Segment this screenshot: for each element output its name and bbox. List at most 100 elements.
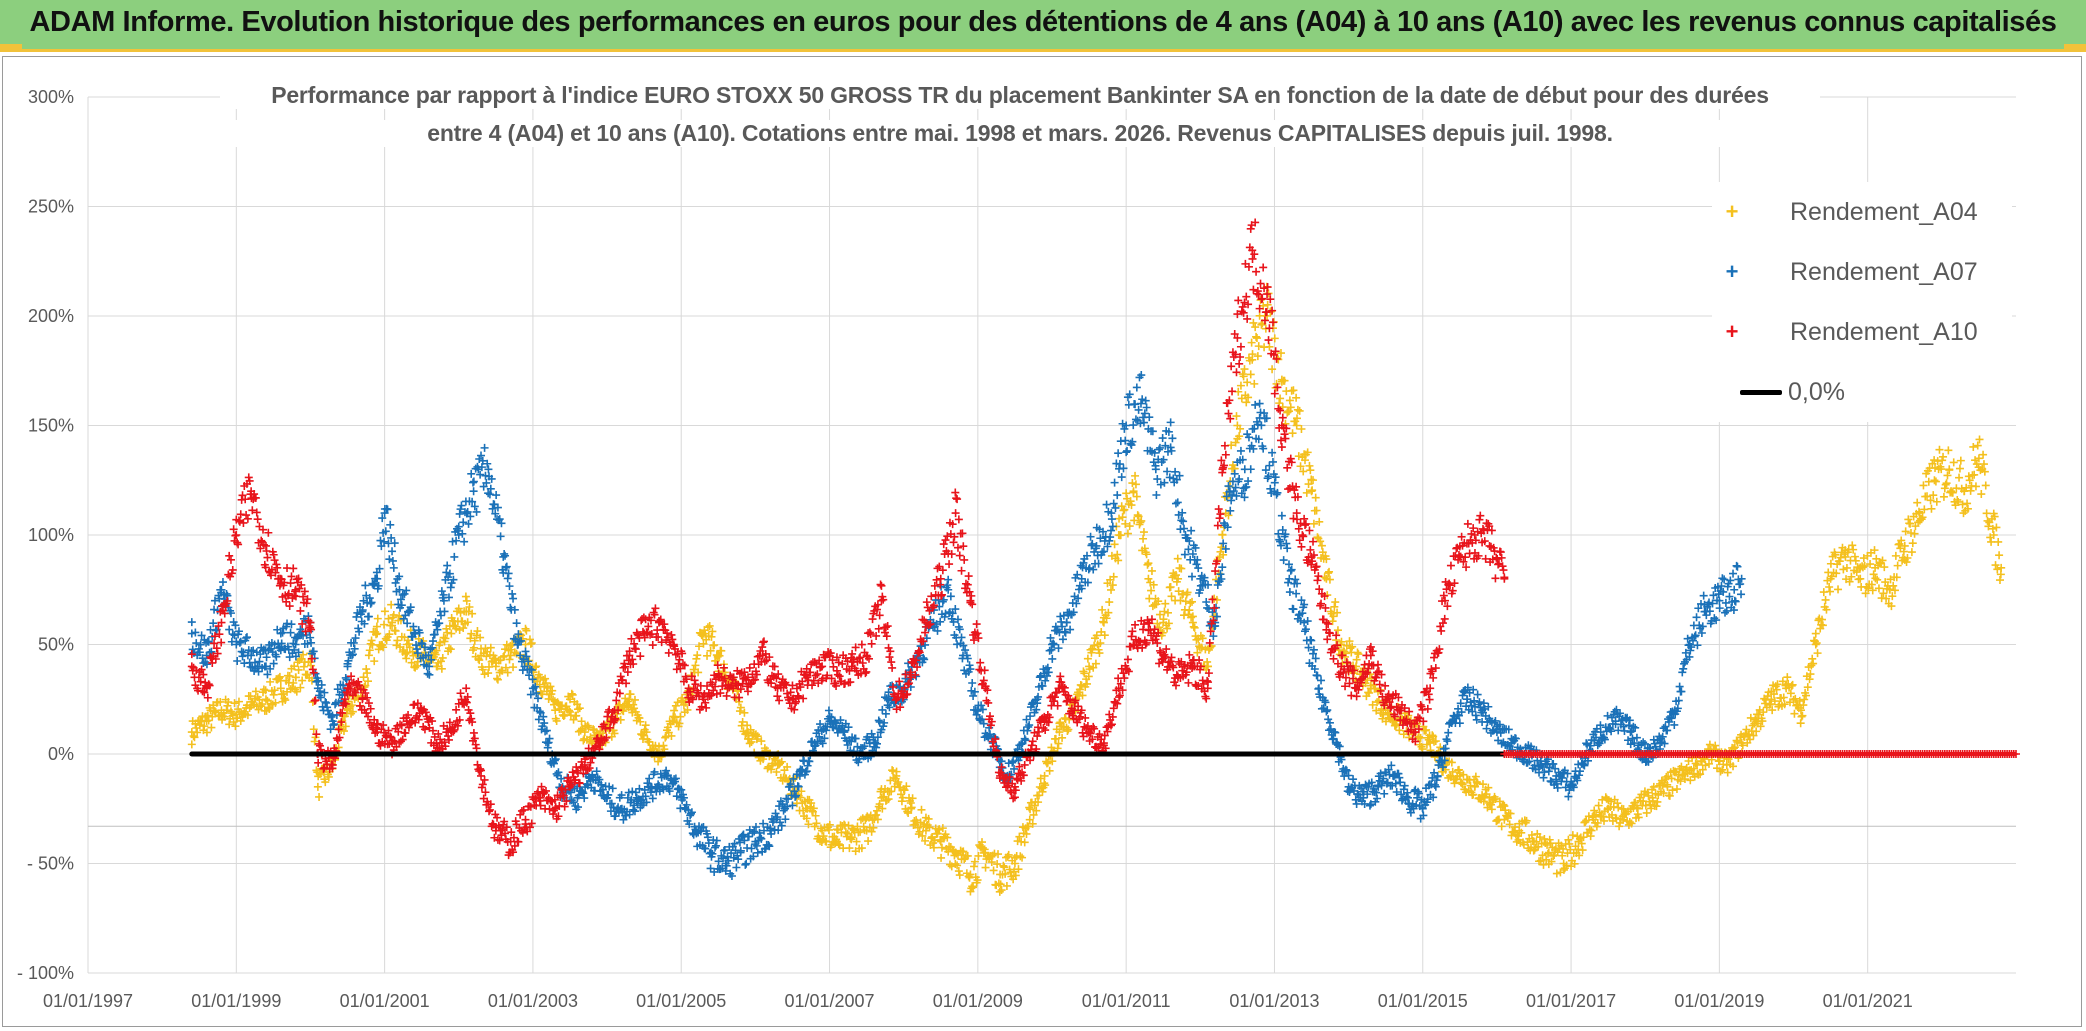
- point-rendement-a04: [673, 698, 682, 707]
- point-rendement-a04: [433, 662, 442, 671]
- point-rendement-a10: [217, 638, 226, 647]
- point-rendement-a04: [266, 677, 275, 686]
- point-rendement-a07: [1284, 578, 1293, 587]
- point-rendement-a04: [642, 728, 651, 737]
- x-tick-label: 01/01/2001: [340, 991, 430, 1011]
- point-rendement-a04: [1083, 679, 1091, 688]
- point-rendement-a04: [1800, 695, 1809, 704]
- point-rendement-a04: [1056, 718, 1065, 727]
- point-rendement-a04: [743, 721, 752, 730]
- point-rendement-a04: [454, 604, 463, 613]
- point-rendement-a10: [874, 624, 883, 633]
- point-rendement-a04: [1253, 352, 1262, 361]
- point-rendement-a04: [736, 703, 745, 712]
- point-rendement-a04: [1242, 398, 1251, 407]
- point-rendement-a10: [286, 579, 295, 588]
- point-rendement-a04: [1945, 466, 1954, 475]
- point-rendement-a04: [1811, 629, 1820, 638]
- point-rendement-a04: [554, 699, 563, 708]
- point-rendement-a04: [1288, 429, 1297, 438]
- point-rendement-a04: [1907, 548, 1916, 557]
- point-rendement-a04: [669, 712, 678, 721]
- point-rendement-a04: [832, 835, 841, 844]
- point-rendement-a04: [840, 820, 849, 829]
- point-rendement-a04: [925, 823, 934, 832]
- point-rendement-a04: [703, 651, 712, 660]
- y-tick-label: - 50%: [27, 854, 74, 874]
- point-rendement-a04: [1935, 445, 1944, 454]
- point-rendement-a07: [1301, 627, 1310, 636]
- point-rendement-a04: [549, 695, 558, 704]
- point-rendement-a07: [607, 799, 616, 808]
- point-rendement-a04: [753, 732, 762, 741]
- point-rendement-a04: [1289, 386, 1298, 395]
- point-rendement-a10: [517, 806, 526, 815]
- point-rendement-a04: [1979, 450, 1988, 459]
- point-rendement-a07: [1733, 562, 1742, 571]
- point-rendement-a10: [366, 704, 375, 713]
- point-rendement-a04: [783, 762, 792, 771]
- point-rendement-a04: [846, 834, 855, 843]
- point-rendement-a04: [1113, 550, 1122, 559]
- point-rendement-a04: [364, 651, 373, 660]
- point-rendement-a04: [298, 676, 307, 685]
- point-rendement-a07: [238, 652, 247, 661]
- point-rendement-a04: [246, 692, 255, 701]
- point-rendement-a04: [362, 665, 371, 674]
- point-rendement-a04: [1711, 741, 1720, 750]
- point-rendement-a04: [1305, 461, 1314, 470]
- point-rendement-a04: [1015, 832, 1024, 841]
- point-rendement-a04: [1075, 685, 1084, 694]
- point-rendement-a04: [1003, 852, 1012, 861]
- point-rendement-a04: [437, 664, 446, 673]
- point-rendement-a04: [499, 652, 508, 661]
- point-rendement-a07: [455, 509, 464, 518]
- point-rendement-a04: [439, 633, 448, 642]
- point-rendement-a04: [812, 819, 821, 828]
- point-rendement-a07: [1443, 737, 1452, 746]
- point-rendement-a04: [980, 845, 989, 854]
- point-rendement-a04: [1908, 539, 1917, 548]
- point-rendement-a04: [915, 827, 924, 836]
- point-rendement-a04: [485, 662, 494, 671]
- point-rendement-a04: [996, 880, 1005, 889]
- point-rendement-a04: [1090, 641, 1099, 650]
- point-rendement-a04: [847, 835, 856, 844]
- point-rendement-a04: [994, 879, 1003, 888]
- point-rendement-a10: [664, 648, 673, 657]
- y-tick-label: 50%: [38, 635, 74, 655]
- point-rendement-a04: [974, 851, 983, 860]
- point-rendement-a04: [654, 742, 663, 751]
- point-rendement-a04: [937, 853, 946, 862]
- point-rendement-a07: [1736, 580, 1745, 589]
- point-rendement-a04: [276, 684, 285, 693]
- point-rendement-a04: [294, 665, 303, 674]
- point-rendement-a04: [309, 725, 318, 734]
- point-rendement-a07: [450, 552, 459, 561]
- point-rendement-a04: [963, 851, 972, 860]
- point-rendement-a07: [218, 578, 227, 587]
- point-rendement-a04: [1250, 379, 1259, 388]
- point-rendement-a04: [365, 646, 374, 655]
- point-rendement-a04: [1043, 758, 1052, 767]
- point-rendement-a04: [877, 793, 886, 802]
- point-rendement-a04: [204, 716, 213, 725]
- point-rendement-a07: [645, 774, 654, 783]
- point-rendement-a04: [1122, 489, 1131, 498]
- point-rendement-a04: [290, 662, 299, 671]
- point-rendement-a10: [648, 641, 657, 650]
- point-rendement-a04: [482, 652, 491, 661]
- point-rendement-a04: [997, 886, 1006, 895]
- point-rendement-a10: [773, 692, 782, 701]
- point-rendement-a04: [432, 646, 441, 655]
- point-rendement-a07: [1111, 503, 1120, 512]
- point-rendement-a07: [1380, 789, 1389, 798]
- point-rendement-a04: [1018, 853, 1027, 862]
- point-rendement-a04: [913, 823, 922, 832]
- point-rendement-a04: [265, 704, 274, 713]
- point-rendement-a04: [1038, 787, 1047, 796]
- point-rendement-a07: [505, 582, 514, 591]
- point-rendement-a07: [1109, 499, 1118, 508]
- point-rendement-a04: [1293, 405, 1302, 414]
- point-rendement-a04: [1063, 727, 1072, 736]
